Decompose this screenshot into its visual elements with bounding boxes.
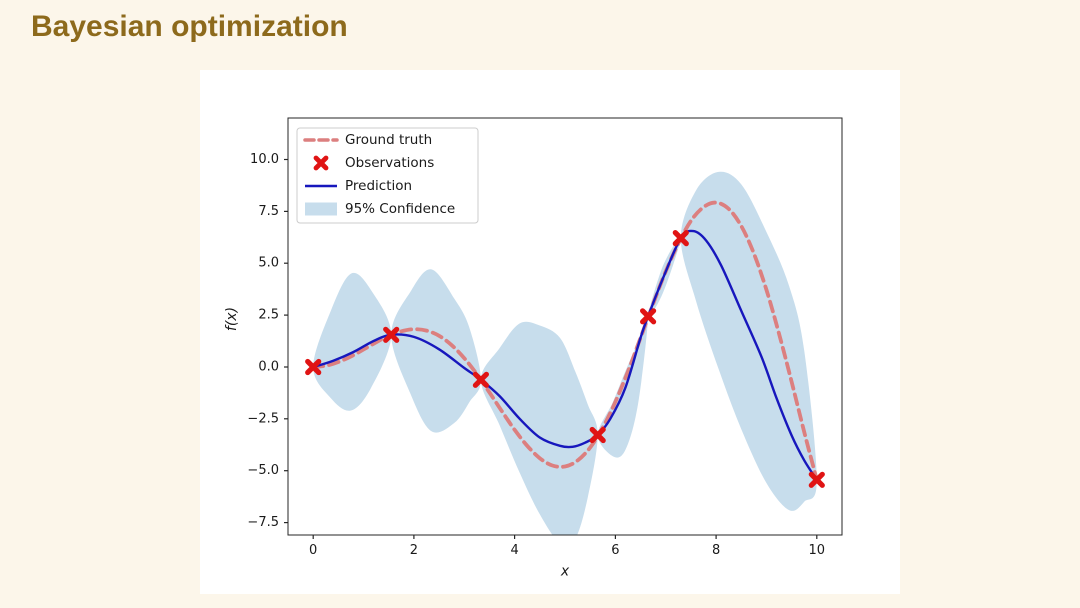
- y-tick-label: 5.0: [258, 256, 279, 271]
- y-tick-label: −2.5: [247, 411, 279, 426]
- y-tick-label: 10.0: [250, 152, 279, 167]
- x-tick-label: 4: [510, 543, 518, 558]
- confidence-band-blob: [313, 272, 392, 411]
- y-tick-label: −5.0: [247, 463, 279, 478]
- legend-box: [296, 127, 479, 224]
- observation-marker: [589, 426, 606, 444]
- x-tick-label: 0: [309, 543, 317, 558]
- x-tick-label: 10: [809, 543, 826, 558]
- y-axis-label: f(x): [224, 307, 240, 331]
- x-tick-label: 6: [611, 543, 619, 558]
- observation-marker: [808, 471, 825, 488]
- y-tick-label: −7.5: [247, 515, 279, 530]
- legend-label: Prediction: [345, 178, 412, 194]
- observation-marker: [672, 230, 689, 247]
- plot-series: [305, 171, 825, 535]
- y-tick-label: 7.5: [258, 204, 279, 219]
- legend-label: Ground truth: [345, 132, 432, 148]
- y-tick-label: 2.5: [258, 308, 279, 323]
- legend-label: Observations: [345, 155, 434, 171]
- bayesian-optimization-chart: 0 2 4 6 8 10 10.0 7.5 5.0 2.5 0.0 −2.5 −5.0 −7.5 x f(x)…: [224, 117, 843, 580]
- observation-marker: [640, 308, 657, 325]
- confidence-band-blob: [480, 321, 598, 535]
- plot-spines: [287, 117, 843, 536]
- x-tick-label: 2: [410, 543, 418, 558]
- y-tick-label: 0.0: [258, 360, 279, 375]
- chart-figure: 0 2 4 6 8 10 10.0 7.5 5.0 2.5 0.0 −2.5 −5.0 −7.5 x f(x)…: [200, 70, 900, 594]
- observation-marker: [472, 371, 489, 388]
- legend-swatch-x-marker: [313, 155, 329, 171]
- confidence-band-blob: [680, 171, 817, 511]
- observation-marker: [383, 326, 400, 343]
- legend-swatch-patch: [305, 202, 337, 216]
- x-axis-label: x: [560, 564, 570, 580]
- confidence-band-blob: [391, 269, 481, 433]
- legend-label: 95% Confidence: [345, 201, 455, 217]
- slide-title: Bayesian optimization: [31, 10, 348, 43]
- observation-marker: [305, 358, 322, 376]
- x-tick-label: 8: [712, 543, 720, 558]
- ground-truth-line: [311, 200, 819, 482]
